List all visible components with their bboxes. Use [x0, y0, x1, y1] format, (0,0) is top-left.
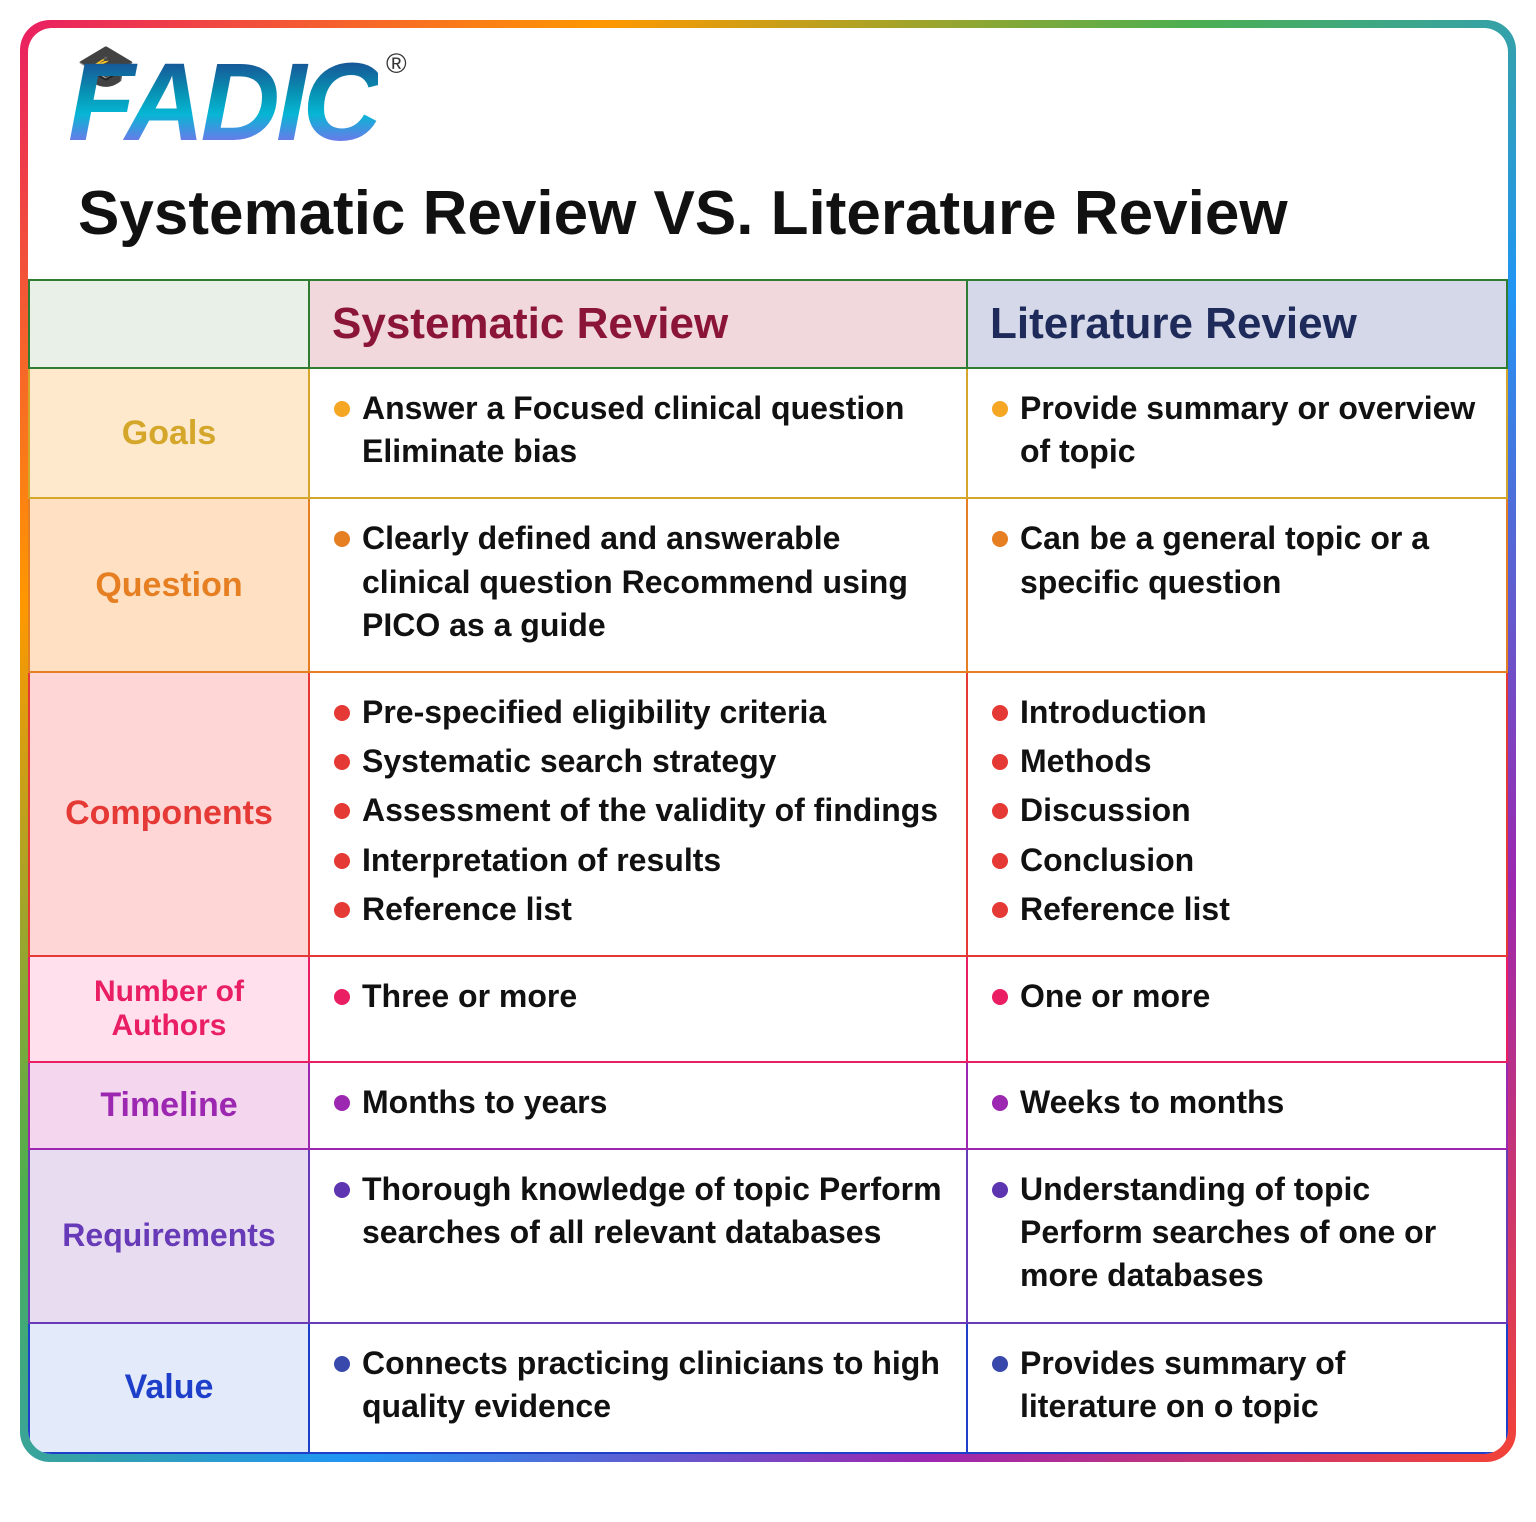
table-header-row: Systematic Review Literature Review	[29, 280, 1507, 368]
cell-goals-sys: Answer a Focused clinical question Elimi…	[309, 368, 967, 498]
cell-value-sys: Connects practicing clinicians to high q…	[309, 1323, 967, 1453]
list-item: Understanding of topic Perform searches …	[990, 1168, 1484, 1298]
cell-authors-sys: Three or more	[309, 956, 967, 1062]
list-item: Interpretation of results	[332, 839, 944, 882]
list-item: Discussion	[990, 789, 1484, 832]
comparison-table: Systematic Review Literature Review Goal…	[28, 279, 1508, 1454]
list-item: Thorough knowledge of topic Perform sear…	[332, 1168, 944, 1254]
header-empty	[29, 280, 309, 368]
list-item: Provide summary or overview of topic	[990, 387, 1484, 473]
inner-panel: 🎓 FADIC ® Systematic Review VS. Literatu…	[28, 28, 1508, 1454]
row-label-value: Value	[29, 1323, 309, 1453]
list-item: Answer a Focused clinical question Elimi…	[332, 387, 944, 473]
cell-value-lit: Provides summary of literature on o topi…	[967, 1323, 1507, 1453]
row-label-components: Components	[29, 672, 309, 956]
list-item: Reference list	[990, 888, 1484, 931]
table-row: Requirements Thorough knowledge of topic…	[29, 1149, 1507, 1323]
registered-mark: ®	[386, 48, 407, 80]
row-label-goals: Goals	[29, 368, 309, 498]
list-item: Three or more	[332, 975, 944, 1018]
list-item: Systematic search strategy	[332, 740, 944, 783]
list-item: Conclusion	[990, 839, 1484, 882]
list-item: Assessment of the validity of findings	[332, 789, 944, 832]
table-row: Number of Authors Three or more One or m…	[29, 956, 1507, 1062]
page-title: Systematic Review VS. Literature Review	[28, 168, 1508, 279]
row-label-requirements: Requirements	[29, 1149, 309, 1323]
logo: 🎓 FADIC ®	[68, 48, 1468, 158]
outer-frame: 🎓 FADIC ® Systematic Review VS. Literatu…	[20, 20, 1516, 1462]
cell-req-lit: Understanding of topic Perform searches …	[967, 1149, 1507, 1323]
logo-text: FADIC	[68, 48, 378, 158]
list-item: Can be a general topic or a specific que…	[990, 517, 1484, 603]
header-literature: Literature Review	[967, 280, 1507, 368]
list-item: Pre-specified eligibility criteria	[332, 691, 944, 734]
table-row: Question Clearly defined and answerable …	[29, 498, 1507, 672]
list-item: One or more	[990, 975, 1484, 1018]
cell-goals-lit: Provide summary or overview of topic	[967, 368, 1507, 498]
header: 🎓 FADIC ®	[28, 28, 1508, 168]
row-label-authors: Number of Authors	[29, 956, 309, 1062]
row-label-question: Question	[29, 498, 309, 672]
table-row: Components Pre-specified eligibility cri…	[29, 672, 1507, 956]
cell-authors-lit: One or more	[967, 956, 1507, 1062]
cell-question-sys: Clearly defined and answerable clinical …	[309, 498, 967, 672]
table-row: Value Connects practicing clinicians to …	[29, 1323, 1507, 1453]
cell-timeline-sys: Months to years	[309, 1062, 967, 1149]
list-item: Reference list	[332, 888, 944, 931]
table-row: Goals Answer a Focused clinical question…	[29, 368, 1507, 498]
cell-timeline-lit: Weeks to months	[967, 1062, 1507, 1149]
cell-components-lit: Introduction Methods Discussion Conclusion R…	[967, 672, 1507, 956]
list-item: Connects practicing clinicians to high q…	[332, 1342, 944, 1428]
cell-req-sys: Thorough knowledge of topic Perform sear…	[309, 1149, 967, 1323]
list-item: Provides summary of literature on o topi…	[990, 1342, 1484, 1428]
cell-question-lit: Can be a general topic or a specific que…	[967, 498, 1507, 672]
list-item: Introduction	[990, 691, 1484, 734]
list-item: Clearly defined and answerable clinical …	[332, 517, 944, 647]
row-label-timeline: Timeline	[29, 1062, 309, 1149]
list-item: Weeks to months	[990, 1081, 1484, 1124]
list-item: Months to years	[332, 1081, 944, 1124]
header-systematic: Systematic Review	[309, 280, 967, 368]
list-item: Methods	[990, 740, 1484, 783]
table-row: Timeline Months to years Weeks to months	[29, 1062, 1507, 1149]
cell-components-sys: Pre-specified eligibility criteria System…	[309, 672, 967, 956]
